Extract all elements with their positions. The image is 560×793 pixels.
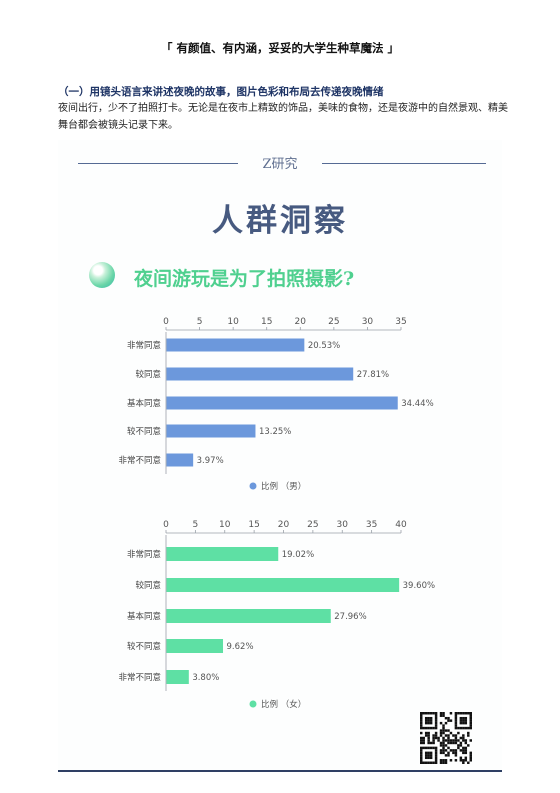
- x-tick-label: 5: [197, 317, 203, 327]
- bar: [166, 547, 279, 561]
- qr-code-icon: [420, 712, 472, 764]
- category-label: 基本同意: [127, 398, 161, 409]
- hero-title: 人群洞察: [212, 203, 348, 239]
- footer-divider: [58, 770, 502, 772]
- x-tick-label: 10: [227, 317, 239, 327]
- brand-divider-left: [78, 163, 238, 164]
- legend-label: 比例 （女）: [261, 699, 306, 710]
- x-tick-label: 30: [362, 317, 374, 327]
- x-tick-label: 15: [248, 520, 259, 530]
- x-tick-label: 0: [163, 520, 169, 530]
- data-label: 19.02%: [282, 550, 314, 560]
- brand-label: Z研究: [262, 157, 298, 172]
- x-tick-label: 20: [295, 317, 307, 327]
- data-label: 13.25%: [259, 427, 291, 437]
- data-label: 27.96%: [334, 612, 366, 622]
- legend-marker: [249, 700, 257, 708]
- x-tick-label: 30: [337, 520, 349, 530]
- bar: [166, 338, 305, 352]
- bar: [166, 578, 400, 592]
- category-label: 较同意: [135, 369, 161, 380]
- bullet-orb-icon: [89, 262, 115, 288]
- category-label: 非常不同意: [118, 672, 161, 683]
- bar: [166, 424, 256, 438]
- x-tick-label: 20: [278, 520, 290, 530]
- data-label: 34.44%: [401, 399, 433, 409]
- body-paragraph: 夜间出行，少不了拍照打卡。无论是在夜市上精致的饰品，美味的食物，还是夜游中的自然…: [58, 103, 508, 131]
- bar: [166, 609, 331, 623]
- x-tick-label: 25: [307, 520, 318, 530]
- x-tick-label: 10: [219, 520, 231, 530]
- legend-marker: [249, 482, 257, 490]
- bar: [166, 367, 354, 381]
- category-label: 非常同意: [127, 340, 161, 351]
- question-title: 夜间游玩是为了拍照摄影?: [134, 268, 355, 290]
- data-label: 3.80%: [192, 673, 219, 683]
- x-tick-label: 35: [366, 520, 377, 530]
- data-label: 3.97%: [197, 456, 224, 466]
- x-tick-label: 40: [395, 520, 407, 530]
- category-label: 非常不同意: [118, 455, 161, 466]
- section-heading: （一）用镜头语言来讲述夜晚的故事，图片色彩和布局去传递夜晚情绪: [58, 86, 384, 98]
- category-label: 较不同意: [127, 426, 161, 437]
- brand-divider-right: [322, 163, 486, 164]
- data-label: 39.60%: [403, 581, 435, 591]
- x-tick-label: 35: [395, 317, 406, 327]
- bar: [166, 396, 398, 410]
- category-label: 基本同意: [127, 611, 161, 622]
- document-title: 「 有颜值、有内涵，妥妥的大学生种草魔法 」: [160, 41, 399, 55]
- bar: [166, 639, 224, 653]
- legend-label: 比例 （男）: [261, 481, 306, 492]
- x-tick-label: 0: [163, 317, 169, 327]
- chart-male: 0 5 10 15 20 25 30 35 非常同意 20.53% 较同意 27.81% 基本同意 34.…: [118, 317, 433, 492]
- category-label: 较不同意: [127, 641, 161, 652]
- category-label: 较同意: [135, 580, 161, 591]
- x-tick-label: 15: [261, 317, 272, 327]
- bar: [166, 453, 194, 467]
- chart-female: 0 5 10 15 20 25 30 35 40 非常同意 19.02% 较同意 39.60% 基本同意 2…: [118, 520, 435, 710]
- x-tick-label: 5: [193, 520, 199, 530]
- insight-panel: [58, 140, 502, 780]
- data-label: 27.81%: [357, 370, 389, 380]
- category-label: 非常同意: [127, 549, 161, 560]
- data-label: 20.53%: [308, 341, 340, 351]
- x-tick-label: 25: [328, 317, 339, 327]
- bar: [166, 670, 189, 684]
- data-label: 9.62%: [227, 642, 254, 652]
